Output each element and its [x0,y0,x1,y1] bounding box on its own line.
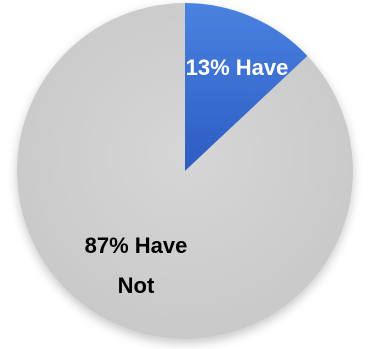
pie-slices [17,3,353,339]
data-label-have-not-line: 87% Have [85,233,188,258]
data-label-have: 13% Have [186,55,289,80]
data-label-have-line: 13% Have [186,55,289,80]
data-label-have-not-line: Not [118,273,155,298]
pie-slice-have [185,3,308,171]
data-label-have-not: 87% Have Not [85,233,188,298]
pie-labels: 13% Have 87% Have Not [85,55,289,298]
pie-slice-have-not [17,3,353,339]
